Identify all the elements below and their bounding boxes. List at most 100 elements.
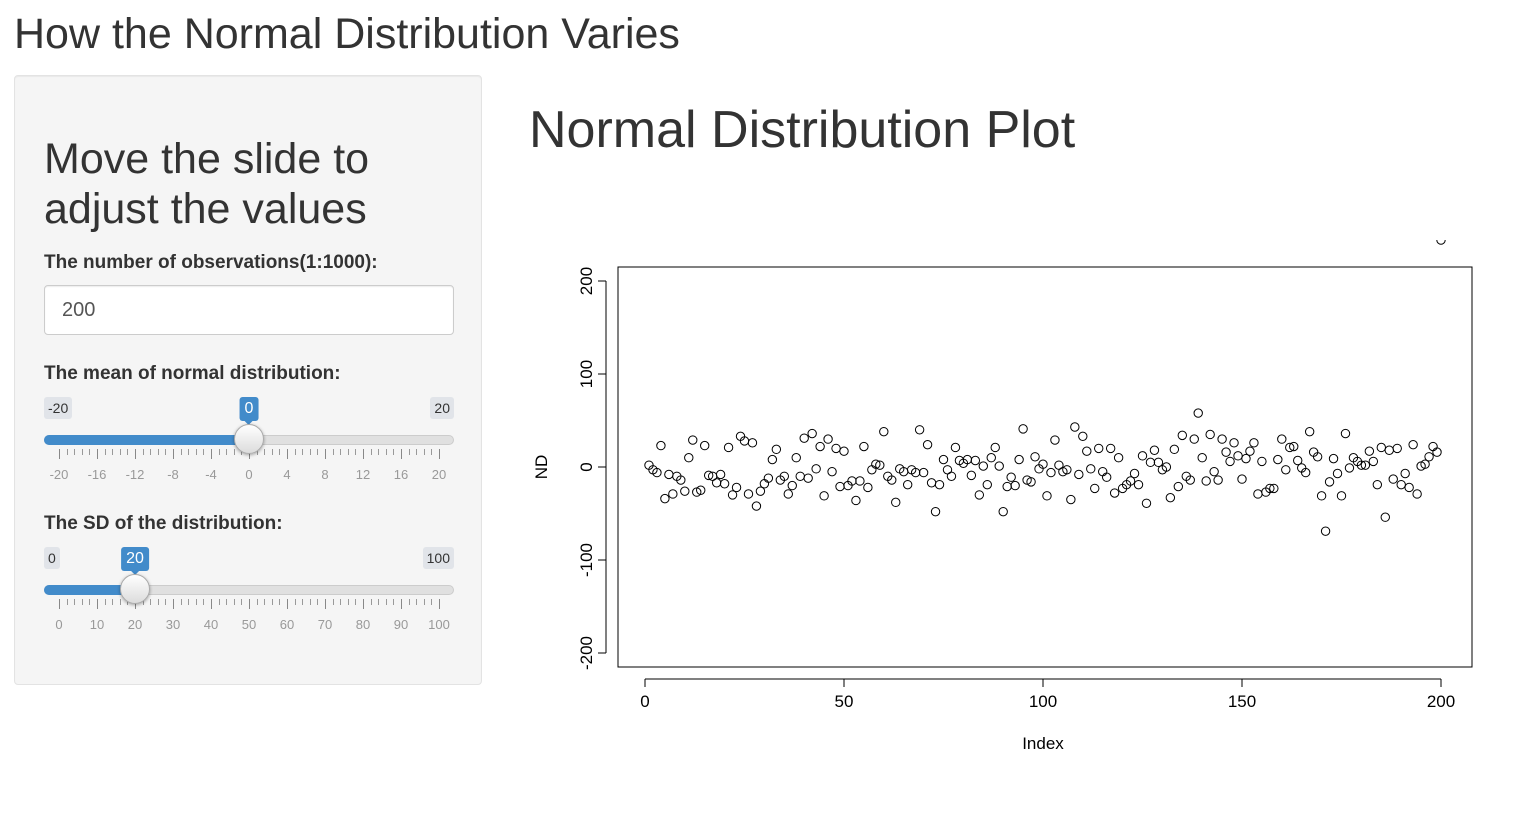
data-point: [1145, 457, 1156, 468]
observations-label: The number of observations(1:1000):: [44, 252, 378, 273]
y-tick-label: -100: [577, 543, 596, 577]
data-point: [747, 438, 758, 448]
mean-slider-tick: [81, 449, 83, 455]
data-point: [1062, 465, 1072, 475]
sd-slider-tick: [104, 599, 106, 605]
sd-slider-handle[interactable]: [120, 574, 150, 604]
mean-slider-value: 0: [239, 397, 259, 425]
sd-slider-tick: [150, 599, 152, 605]
data-point: [998, 506, 1008, 517]
mean-slider-tick: [393, 449, 395, 455]
sd-slider-tick: [135, 599, 136, 609]
data-point: [1066, 494, 1076, 505]
mean-slider-tick: [218, 449, 220, 455]
mean-slider-tick-label: -16: [87, 467, 107, 482]
mean-slider-fill: [44, 435, 249, 445]
data-point: [680, 486, 690, 496]
sd-slider-tick-label: 60: [279, 617, 295, 632]
sd-slider[interactable]: 0 100 20 0 10 20 30 40 50 60 70 80 90 100: [44, 547, 454, 657]
mean-slider-tick: [256, 449, 258, 455]
data-point: [1392, 443, 1402, 454]
sd-slider-tick: [416, 599, 418, 605]
mean-slider-tick: [378, 449, 380, 455]
data-point: [914, 425, 925, 435]
data-point: [871, 459, 881, 469]
sd-slider-value: 20: [121, 547, 149, 575]
data-point: [696, 485, 706, 495]
data-point: [1042, 491, 1052, 501]
mean-slider-handle[interactable]: [234, 424, 264, 454]
data-point: [1420, 459, 1430, 469]
mean-slider-tick: [74, 449, 76, 455]
mean-slider[interactable]: -20 20 0 -20 -16 -12 -8 -4 0 4 8 12 16 20: [44, 397, 454, 507]
data-point: [684, 453, 694, 463]
data-point: [652, 467, 662, 478]
sd-slider-tick: [287, 599, 288, 609]
data-point: [660, 493, 670, 504]
mean-slider-tick: [416, 449, 418, 455]
observations-input[interactable]: [44, 285, 454, 335]
mean-slider-tick: [294, 449, 296, 455]
data-point: [1428, 441, 1438, 452]
data-point: [715, 469, 726, 480]
sd-slider-tick: [112, 599, 114, 605]
sd-slider-tick: [302, 599, 304, 605]
mean-slider-tick: [89, 449, 91, 455]
data-point: [1014, 454, 1024, 465]
data-point: [711, 478, 722, 488]
data-point: [1340, 428, 1351, 439]
sd-slider-tick: [119, 599, 121, 605]
data-point: [879, 426, 889, 437]
sd-slider-tick-label: 30: [165, 617, 181, 632]
mean-slider-tick: [385, 449, 387, 455]
data-point: [1404, 482, 1414, 493]
sd-slider-tick: [378, 599, 380, 605]
data-point: [1356, 460, 1367, 470]
data-point: [986, 453, 996, 463]
data-point: [1257, 456, 1267, 467]
x-tick-label: 200: [1427, 692, 1455, 711]
data-point: [823, 434, 833, 444]
data-point: [934, 479, 945, 490]
sd-slider-tick: [188, 599, 190, 605]
sd-slider-tick: [393, 599, 395, 605]
mean-slider-tick: [347, 449, 349, 455]
data-point: [1324, 477, 1335, 487]
data-point: [1245, 446, 1255, 456]
data-point: [1217, 434, 1227, 444]
sd-slider-tick: [317, 599, 319, 605]
data-point: [1153, 457, 1164, 468]
sd-slider-tick: [97, 599, 98, 609]
mean-slider-tick: [317, 449, 319, 455]
data-point: [1161, 462, 1172, 472]
data-point: [799, 433, 809, 443]
data-point: [855, 476, 865, 486]
data-point: [787, 480, 797, 491]
data-point: [1086, 464, 1096, 474]
data-point: [1225, 456, 1235, 467]
sd-slider-tick: [309, 599, 311, 605]
data-point: [891, 497, 901, 508]
mean-slider-tick: [309, 449, 311, 455]
data-point: [926, 478, 937, 488]
data-point: [795, 471, 805, 482]
sd-slider-tick-label: 20: [127, 617, 143, 632]
sd-slider-tick: [347, 599, 349, 605]
data-point: [930, 506, 941, 517]
data-point: [1074, 469, 1084, 480]
data-point: [1205, 429, 1215, 440]
sd-slider-min: 0: [44, 547, 60, 569]
data-point: [1026, 477, 1036, 487]
data-point: [1293, 455, 1303, 466]
data-point: [1388, 474, 1398, 484]
data-point: [1082, 446, 1092, 456]
data-point: [731, 482, 742, 493]
mean-slider-tick-label: 20: [431, 467, 447, 482]
data-point: [1368, 456, 1379, 467]
data-point: [1098, 466, 1108, 477]
scatter-plot: 0 50 100 150 200 Index -200 -100 0 100 200 ND: [532, 240, 1473, 753]
sd-slider-tick: [226, 599, 228, 605]
data-point: [835, 481, 845, 492]
sd-slider-tick-label: 0: [55, 617, 63, 632]
sd-slider-tick: [264, 599, 266, 605]
